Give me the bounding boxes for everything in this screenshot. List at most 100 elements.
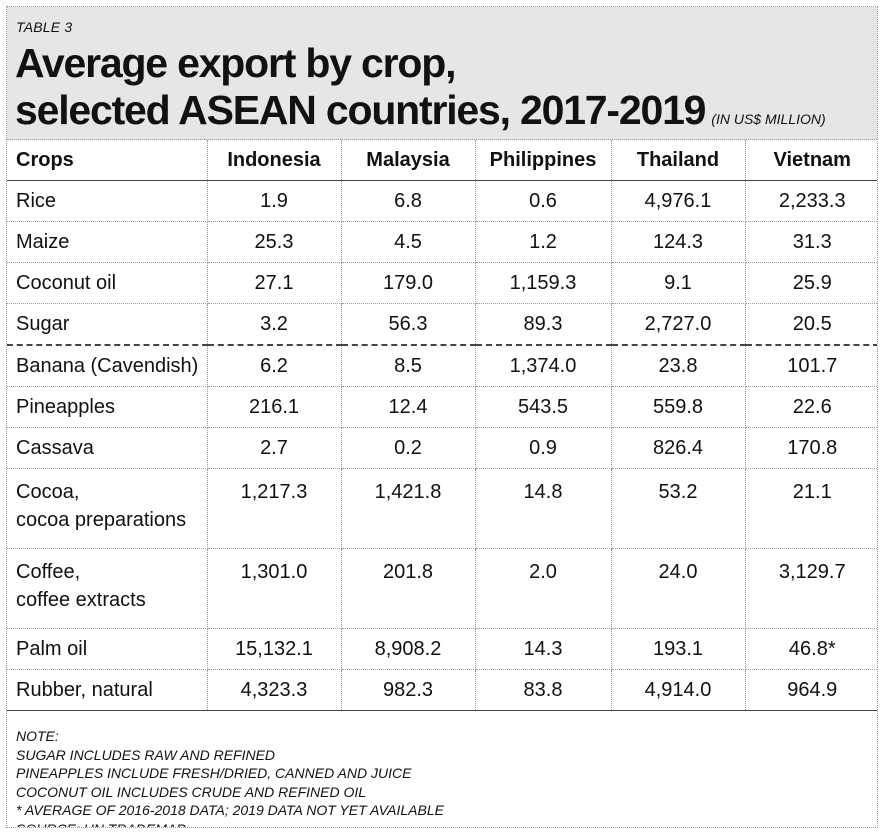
value-cell: 1,217.3 (207, 468, 342, 549)
value-cell: 14.8 (475, 468, 612, 549)
value-cell: 21.1 (745, 468, 877, 549)
value-cell: 8,908.2 (341, 628, 476, 670)
value-cell: 216.1 (207, 386, 342, 428)
table-header: TABLE 3 Average export by crop, selected… (7, 7, 877, 140)
column-header-thailand: Thailand (611, 140, 746, 181)
value-cell: 193.1 (611, 628, 746, 670)
table-row: Pineapples 216.1 12.4 543.5 559.8 22.6 (7, 386, 877, 428)
note-heading: NOTE: (16, 728, 59, 744)
value-cell: 53.2 (611, 468, 746, 549)
value-cell: 964.9 (745, 669, 877, 711)
value-cell: 9.1 (611, 262, 746, 304)
note-line: SUGAR INCLUDES RAW AND REFINED (16, 746, 276, 763)
value-cell: 24.0 (611, 548, 746, 629)
column-header-crops: Crops (7, 140, 208, 181)
value-cell: 31.3 (745, 221, 877, 263)
value-cell: 4,323.3 (207, 669, 342, 711)
value-cell: 25.3 (207, 221, 342, 263)
column-header-vietnam: Vietnam (745, 140, 877, 181)
crop-cell: Palm oil (7, 628, 208, 670)
note-line: * AVERAGE OF 2016-2018 DATA; 2019 DATA N… (16, 802, 444, 818)
title-line-2-text: selected ASEAN countries, 2017-2019 (15, 87, 706, 133)
table-tag: TABLE 3 (16, 19, 73, 35)
value-cell: 4,976.1 (611, 180, 746, 222)
table-title: Average export by crop, selected ASEAN c… (15, 40, 826, 143)
column-header-indonesia: Indonesia (207, 140, 342, 181)
column-header-malaysia: Malaysia (341, 140, 476, 181)
table-row: Maize 25.3 4.5 1.2 124.3 31.3 (7, 221, 877, 263)
crop-cell: Maize (7, 221, 208, 263)
value-cell: 20.5 (745, 303, 877, 346)
value-cell: 826.4 (611, 427, 746, 469)
table-row: Palm oil 15,132.1 8,908.2 14.3 193.1 46.8* (7, 628, 877, 670)
value-cell: 1,159.3 (475, 262, 612, 304)
note-line: PINEAPPLES INCLUDE FRESH/DRIED, CANNED A… (16, 765, 412, 781)
value-cell: 2.0 (475, 548, 612, 629)
value-cell: 46.8* (745, 628, 877, 670)
column-header-philippines: Philippines (475, 140, 612, 181)
value-cell: 543.5 (475, 386, 612, 428)
value-cell: 1,301.0 (207, 548, 342, 629)
value-cell: 0.2 (341, 427, 476, 469)
value-cell: 179.0 (341, 262, 476, 304)
crop-cell: Sugar (7, 303, 208, 346)
crop-label-line: Coffee, (16, 561, 81, 583)
table-row: Cocoa, cocoa preparations 1,217.3 1,421.8 14… (7, 468, 877, 549)
crop-label-line: cocoa preparations (16, 509, 187, 531)
value-cell: 22.6 (745, 386, 877, 428)
title-line-1: Average export by crop, (15, 40, 456, 86)
value-cell: 6.8 (341, 180, 476, 222)
value-cell: 8.5 (341, 344, 476, 387)
value-cell: 3,129.7 (745, 548, 877, 629)
table-row: Sugar 3.2 56.3 89.3 2,727.0 20.5 (7, 303, 877, 346)
table-row: Banana (Cavendish) 6.2 8.5 1,374.0 23.8 101.7 (7, 344, 877, 387)
value-cell: 982.3 (341, 669, 476, 711)
unit-label: (IN US$ MILLION) (711, 111, 826, 127)
table-frame: TABLE 3 Average export by crop, selected… (6, 6, 878, 828)
value-cell: 23.8 (611, 344, 746, 387)
crop-label-line: Coconut oil (16, 271, 117, 294)
value-cell: 83.8 (475, 669, 612, 711)
crop-label-line: Pineapples (16, 395, 115, 418)
value-cell: 89.3 (475, 303, 612, 346)
value-cell: 559.8 (611, 386, 746, 428)
table-row: Coconut oil 27.1 179.0 1,159.3 9.1 25.9 (7, 262, 877, 304)
value-cell: 2.7 (207, 427, 342, 469)
crop-label-line: Cassava (16, 436, 94, 459)
crop-cell: Pineapples (7, 386, 208, 428)
table-row: Rubber, natural 4,323.3 982.3 83.8 4,914.0 96… (7, 669, 877, 711)
value-cell: 101.7 (745, 344, 877, 387)
notes-block: NOTE: SUGAR INCLUDES RAW AND REFINED PINEA… (7, 711, 877, 827)
crop-label-line: Rice (16, 189, 57, 212)
crop-label-line: Maize (16, 230, 70, 253)
crop-label-line: Banana (Cavendish) (16, 354, 199, 377)
crop-cell: Cassava (7, 427, 208, 469)
value-cell: 1,421.8 (341, 468, 476, 549)
value-cell: 25.9 (745, 262, 877, 304)
crop-cell: Coconut oil (7, 262, 208, 304)
value-cell: 1.2 (475, 221, 612, 263)
value-cell: 1.9 (207, 180, 342, 222)
value-cell: 6.2 (207, 344, 342, 387)
value-cell: 14.3 (475, 628, 612, 670)
value-cell: 170.8 (745, 427, 877, 469)
note-line: COCONUT OIL INCLUDES CRUDE AND REFINED O… (16, 783, 367, 800)
crop-cell: Rubber, natural (7, 669, 208, 711)
crop-label-line: coffee extracts (16, 589, 146, 611)
value-cell: 12.4 (341, 386, 476, 428)
value-cell: 201.8 (341, 548, 476, 629)
title-line-2: selected ASEAN countries, 2017-2019 (IN U… (15, 87, 826, 143)
value-cell: 1,374.0 (475, 344, 612, 387)
table-row: Rice 1.9 6.8 0.6 4,976.1 2,233.3 (7, 180, 877, 222)
crop-label-line: Palm oil (16, 637, 88, 660)
value-cell: 15,132.1 (207, 628, 342, 670)
value-cell: 4.5 (341, 221, 476, 263)
crop-cell: Cocoa, cocoa preparations (7, 468, 208, 549)
crop-cell: Rice (7, 180, 208, 222)
export-table: Crops Indonesia Malaysia Philippines Thailan… (7, 140, 877, 711)
crop-cell: Coffee, coffee extracts (7, 548, 208, 629)
value-cell: 2,727.0 (611, 303, 746, 346)
value-cell: 4,914.0 (611, 669, 746, 711)
table-row: Coffee, coffee extracts 1,301.0 201.8 2.0 24.… (7, 548, 877, 629)
table-row: Cassava 2.7 0.2 0.9 826.4 170.8 (7, 427, 877, 469)
